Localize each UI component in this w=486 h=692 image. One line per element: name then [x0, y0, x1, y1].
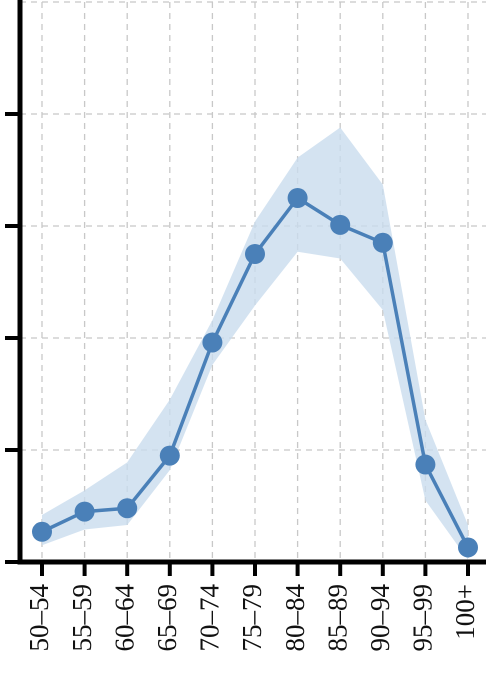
x-tick-label: 65–69 [152, 584, 182, 652]
x-tick-label: 95–99 [408, 584, 438, 652]
x-tick-label: 50–54 [24, 584, 54, 652]
x-tick-label: 85–89 [322, 584, 352, 652]
data-point [458, 537, 478, 558]
x-tick-label: 75–79 [237, 584, 267, 652]
data-point [245, 244, 265, 264]
data-point [159, 445, 180, 466]
data-point [32, 521, 52, 542]
x-tick-label: 70–74 [195, 584, 225, 652]
x-tick-label: 100+ [450, 584, 480, 640]
data-point [415, 454, 436, 475]
data-point [372, 232, 393, 253]
data-point [74, 501, 95, 522]
data-point [330, 214, 351, 235]
data-point [202, 332, 223, 353]
data-point [287, 188, 308, 208]
x-tick-label: 90–94 [365, 584, 395, 652]
x-tick-label: 55–59 [67, 584, 97, 652]
data-point [117, 498, 138, 519]
x-tick-label: 60–64 [109, 584, 139, 652]
x-tick-label: 80–84 [280, 584, 310, 652]
